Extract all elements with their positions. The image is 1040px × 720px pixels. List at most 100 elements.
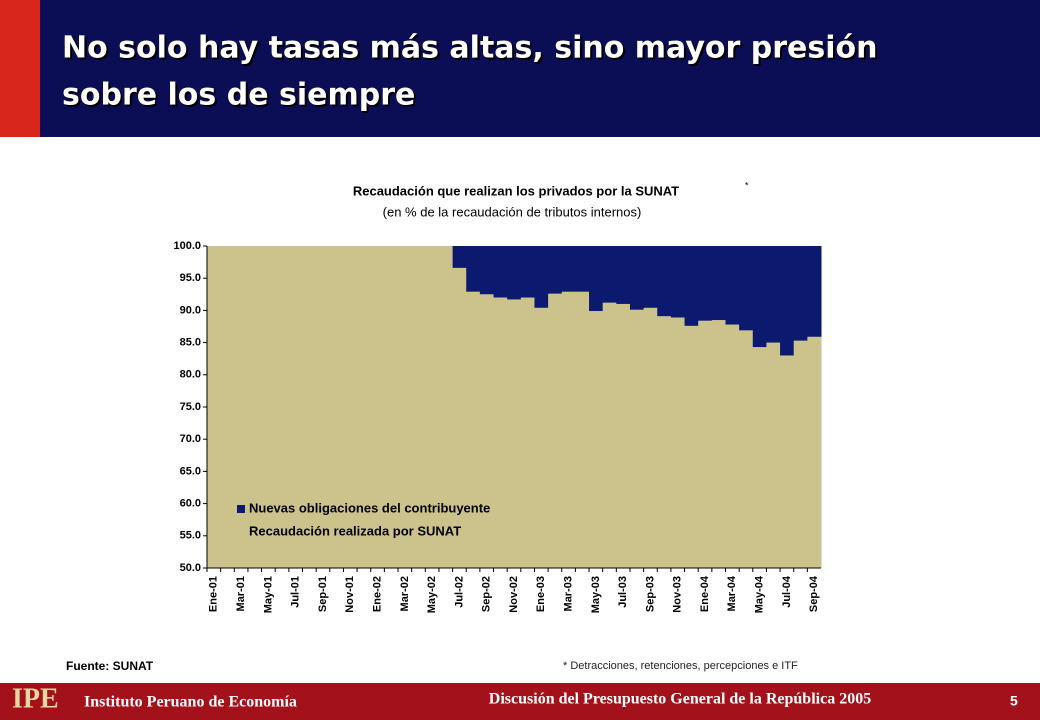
title: sobre los de siempre xyxy=(62,78,415,113)
footnote: * Detracciones, retenciones, percepcione… xyxy=(563,660,798,672)
bar-segment xyxy=(698,320,713,568)
legend-swatch xyxy=(237,528,245,536)
y-tick-label: 95.0 xyxy=(180,272,201,284)
x-tick-label: Jul-04 xyxy=(781,575,793,608)
bar-segment xyxy=(602,302,617,568)
bar-segment xyxy=(247,246,263,568)
bar-segment xyxy=(725,324,740,568)
bar-segment xyxy=(780,246,795,356)
x-tick-label: Mar-04 xyxy=(726,575,738,611)
bar-segment xyxy=(493,246,508,298)
bar-segment xyxy=(793,246,808,341)
x-tick-label: May-03 xyxy=(590,576,602,613)
x-tick-label: Jul-03 xyxy=(617,576,629,608)
bar-segment xyxy=(629,246,645,310)
bar-segment xyxy=(548,293,563,568)
bar-segment xyxy=(507,299,522,568)
x-tick-label: Sep-03 xyxy=(644,576,656,612)
footer-event: Discusión del Presupuesto General de la … xyxy=(489,691,871,708)
x-tick-label: Ene-01 xyxy=(208,576,220,612)
bar-segment xyxy=(589,246,604,312)
y-tick-label: 65.0 xyxy=(180,465,201,477)
bar-segment xyxy=(302,246,317,568)
y-tick-label: 70.0 xyxy=(180,433,201,445)
bar-segment xyxy=(752,347,767,568)
bar-segment xyxy=(425,246,440,568)
bar-segment xyxy=(725,246,740,325)
chart-title: Recaudación que realizan los privados po… xyxy=(353,183,679,198)
bar-segment xyxy=(780,355,795,568)
bar-segment xyxy=(398,246,413,568)
y-tick-label: 80.0 xyxy=(180,369,201,381)
header-accent xyxy=(0,0,40,137)
bar-segment xyxy=(452,267,467,568)
bar-segment xyxy=(534,246,549,308)
bar-segment xyxy=(234,246,249,568)
bar-segment xyxy=(479,294,495,568)
y-tick-label: 50.0 xyxy=(180,562,201,574)
legend-label: Recaudación realizada por SUNAT xyxy=(249,523,461,538)
bar-segment xyxy=(670,246,686,318)
footer-logo: IPE xyxy=(12,683,59,714)
bar-segment xyxy=(739,330,754,568)
bar-segment xyxy=(520,297,535,568)
x-tick-label: Sep-04 xyxy=(808,575,820,612)
title-shadow: No solo hay tasas más altas, sino mayor … xyxy=(64,33,880,68)
bar-segment xyxy=(534,307,549,568)
x-tick-label: Sep-01 xyxy=(317,576,329,612)
bar-segment xyxy=(370,246,385,568)
title: No solo hay tasas más altas, sino mayor … xyxy=(62,31,878,66)
bar-segment xyxy=(616,246,631,304)
bar-segment xyxy=(275,246,290,568)
y-tick-label: 55.0 xyxy=(180,530,201,542)
y-tick-label: 90.0 xyxy=(180,304,201,316)
footer-band xyxy=(0,683,1040,720)
title-shadow: sobre los de siempre xyxy=(64,80,417,115)
bar-segment xyxy=(343,246,358,568)
y-tick-label: 75.0 xyxy=(180,401,201,413)
bar-segment xyxy=(316,246,331,568)
bar-segment xyxy=(207,246,222,568)
bar-segment xyxy=(466,291,481,568)
bar-segment xyxy=(411,246,426,568)
bar-segment xyxy=(288,246,304,568)
bar-segment xyxy=(452,246,467,268)
bar-segment xyxy=(698,246,713,321)
x-tick-label: Jul-02 xyxy=(453,576,465,608)
bar-segment xyxy=(507,246,522,300)
x-tick-label: Sep-02 xyxy=(481,576,493,612)
legend-label: Nuevas obligaciones del contribuyente xyxy=(249,500,490,515)
x-tick-label: May-04 xyxy=(754,575,766,613)
bar-segment xyxy=(466,246,481,292)
x-tick-label: Jul-01 xyxy=(290,576,302,608)
header-band xyxy=(0,0,1040,137)
bar-segment xyxy=(643,246,658,308)
bar-segment xyxy=(670,317,686,568)
bar-segment xyxy=(493,297,508,568)
bar-segment xyxy=(629,309,645,568)
bar-segment xyxy=(548,246,563,294)
x-tick-label: May-01 xyxy=(262,576,274,613)
bar-segment xyxy=(575,291,590,568)
bar-segment xyxy=(479,246,495,295)
bar-segment xyxy=(261,246,276,568)
footer-institute: Instituto Peruano de Economía xyxy=(84,694,297,711)
bar-segment xyxy=(329,246,344,568)
bar-segment xyxy=(438,246,454,568)
bar-segment xyxy=(357,246,372,568)
x-tick-label: Mar-02 xyxy=(399,576,411,611)
bar-segment xyxy=(220,246,235,568)
y-tick-label: 60.0 xyxy=(180,498,201,510)
x-tick-label: Ene-03 xyxy=(535,576,547,612)
bar-segment xyxy=(643,307,658,568)
bar-segment xyxy=(657,246,672,317)
x-tick-label: Mar-01 xyxy=(235,576,247,611)
page-number: 5 xyxy=(1010,693,1018,709)
bar-segment xyxy=(602,246,617,303)
legend-swatch xyxy=(237,505,245,513)
x-tick-label: Ene-02 xyxy=(371,576,383,612)
bar-segment xyxy=(807,336,822,568)
source: Fuente: SUNAT xyxy=(66,659,154,673)
x-tick-label: Mar-03 xyxy=(562,576,574,611)
